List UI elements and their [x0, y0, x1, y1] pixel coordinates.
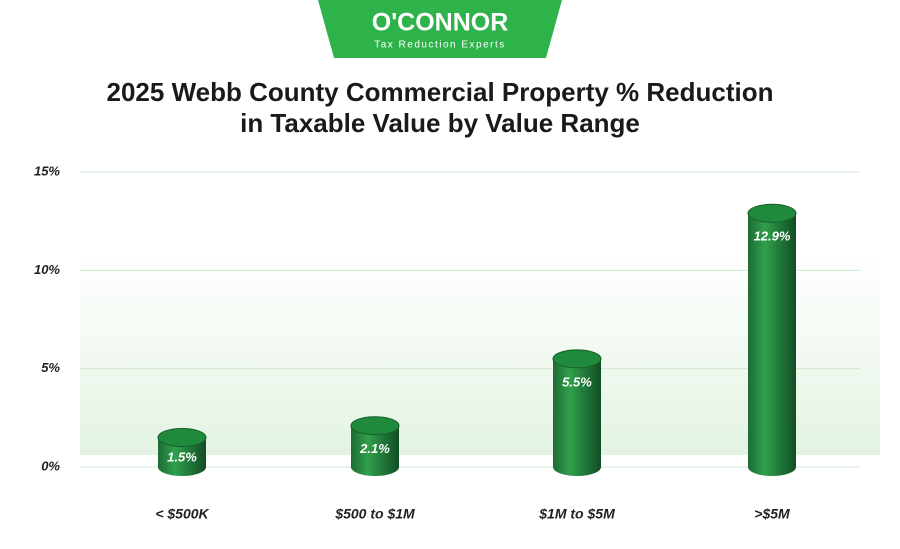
chart-title: in Taxable Value by Value Range — [240, 108, 640, 138]
logo-tagline: Tax Reduction Experts — [374, 40, 506, 51]
bar-cap — [552, 349, 602, 369]
plot-background — [80, 250, 880, 455]
bar-cap — [157, 428, 207, 447]
bar-cap — [350, 416, 400, 436]
logo-name: O'CONNOR — [372, 9, 509, 37]
x-tick-label: $1M to $5M — [538, 506, 615, 522]
bar — [748, 213, 796, 467]
data-label: 5.5% — [562, 374, 592, 389]
bar — [553, 358, 601, 467]
logo-badge — [318, 0, 562, 58]
y-tick-label: 5% — [41, 360, 60, 375]
y-tick-label: 15% — [34, 163, 60, 178]
data-label: 2.1% — [359, 441, 390, 456]
data-label: 1.5% — [167, 450, 197, 465]
x-tick-label: < $500K — [155, 506, 209, 522]
chart-title: 2025 Webb County Commercial Property % R… — [107, 77, 774, 107]
bar-cap — [747, 203, 797, 223]
y-tick-label: 0% — [41, 458, 60, 473]
data-label: 12.9% — [754, 229, 791, 244]
x-tick-label: $500 to $1M — [334, 506, 415, 522]
x-tick-label: >$5M — [754, 506, 790, 522]
y-tick-label: 10% — [34, 262, 60, 277]
